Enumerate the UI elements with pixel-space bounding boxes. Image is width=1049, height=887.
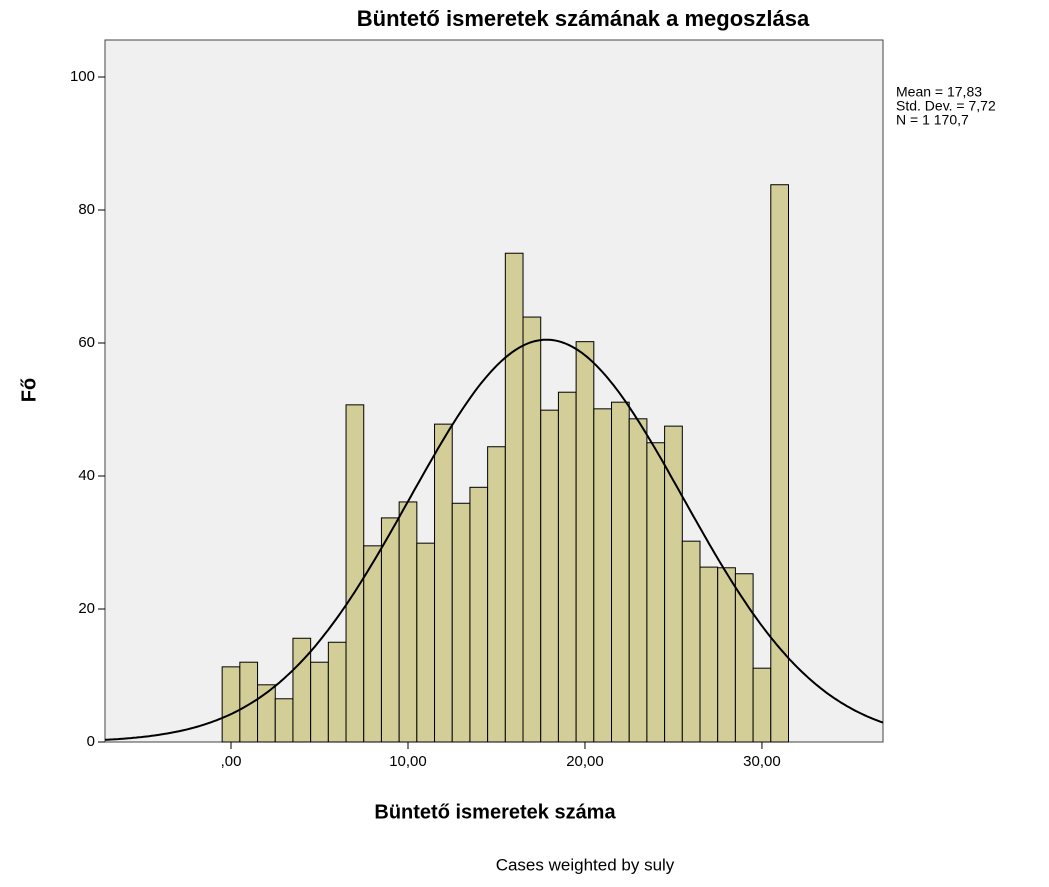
bar <box>345 404 365 743</box>
footnote: Cases weighted by suly <box>496 855 675 874</box>
bar <box>646 442 666 743</box>
bar <box>770 184 789 743</box>
bar <box>699 566 719 743</box>
y-tick-label: 40 <box>78 467 95 484</box>
bar <box>611 401 630 743</box>
bar <box>434 423 453 743</box>
y-tick-label: 0 <box>87 733 95 750</box>
bar <box>752 667 772 743</box>
y-tick-label: 100 <box>70 68 95 85</box>
stat-label: Std. Dev. = 7,72 <box>896 98 996 114</box>
bar <box>398 501 418 743</box>
y-tick-label: 60 <box>78 334 95 351</box>
bar <box>416 542 436 743</box>
y-tick-label: 80 <box>78 201 95 218</box>
bar <box>363 545 382 743</box>
bar <box>451 502 471 743</box>
stat-label: Mean = 17,83 <box>896 84 982 100</box>
bar <box>717 567 736 743</box>
x-tick-label: 30,00 <box>743 753 781 770</box>
bar <box>540 409 559 743</box>
chart-title: Büntető ismeretek számának a megoszlása <box>357 6 810 31</box>
y-tick-label: 20 <box>78 600 95 617</box>
bar <box>522 316 542 743</box>
bar <box>575 341 595 743</box>
x-tick-label: 10,00 <box>389 753 427 770</box>
stat-label: N = 1 170,7 <box>896 112 969 128</box>
bar <box>557 391 577 743</box>
x-tick-label: 20,00 <box>566 753 604 770</box>
bar <box>593 408 613 743</box>
bar <box>504 252 524 743</box>
bar <box>469 486 489 743</box>
bar <box>628 418 648 743</box>
bar <box>310 661 329 743</box>
bar <box>664 425 683 743</box>
bar <box>274 698 294 743</box>
bar <box>327 641 347 743</box>
bar <box>380 517 400 743</box>
normal-curve <box>104 338 884 741</box>
x-axis-label: Büntető ismeretek száma <box>374 801 616 823</box>
bar <box>221 666 241 743</box>
bar <box>239 661 259 743</box>
x-tick-label: ,00 <box>221 753 242 770</box>
bar <box>681 540 701 743</box>
bar <box>487 446 506 743</box>
y-axis-label: Fő <box>18 378 40 402</box>
bar <box>734 573 754 743</box>
